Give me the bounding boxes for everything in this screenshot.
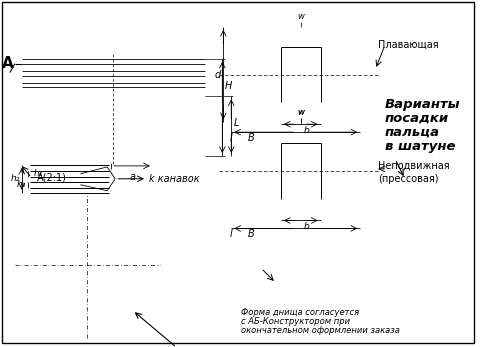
Text: A(2:1): A(2:1) [37,173,67,183]
Circle shape [93,106,133,146]
Bar [62,171,80,177]
Bar [22,83,32,87]
Bar [246,293,253,297]
Text: l: l [229,133,232,143]
Circle shape [23,201,152,330]
Text: Плавающая: Плавающая [378,40,439,50]
Bar [246,123,355,143]
Text: h₂: h₂ [11,174,20,183]
Text: L: L [233,118,239,128]
Bar [22,70,32,76]
Bar [231,27,246,122]
Bar [195,70,205,76]
Text: A: A [2,56,14,71]
Text: Форма днища согласуется: Форма днища согласуется [241,308,360,317]
Bar [195,59,205,64]
Text: w: w [297,12,304,21]
Bar [246,283,395,305]
Text: в шатуне: в шатуне [385,139,456,153]
Circle shape [285,59,317,91]
Text: w: w [297,108,304,117]
Bar [355,27,370,122]
Text: l: l [229,229,232,239]
Bar [285,59,317,91]
Text: b: b [304,126,310,135]
Text: B: B [248,133,255,143]
Bar [18,150,209,156]
Text: d: d [214,70,220,79]
Bar [355,123,370,219]
Bar [246,27,355,47]
Bar [320,102,355,122]
Bar [388,293,395,297]
Text: окончательном оформлении заказа: окончательном оформлении заказа [241,326,400,335]
Bar [285,155,317,187]
Bar [246,288,253,292]
Bar [62,182,80,188]
Bar [388,288,395,292]
Bar [30,104,72,148]
Circle shape [285,155,317,187]
Text: w: w [297,108,304,117]
Bar [22,59,32,64]
Text: a: a [130,172,136,182]
Bar [22,59,205,156]
Text: h₃: h₃ [16,180,26,189]
Text: H: H [224,81,232,91]
Text: посадки: посадки [385,112,449,125]
Bar [388,298,395,302]
Bar [231,123,246,219]
Bar [246,102,282,122]
Text: k канавок: k канавок [149,174,200,184]
Bar [246,283,395,305]
Bar [195,83,205,87]
Text: с АБ-Конструктором при: с АБ-Конструктором при [241,317,350,326]
Bar [246,198,355,219]
Text: Неподвижная: Неподвижная [378,161,450,171]
Text: B: B [248,229,255,239]
Text: h₁: h₁ [34,169,43,178]
Text: b: b [304,222,310,231]
Bar [246,298,253,302]
Text: (прессовая): (прессовая) [378,174,439,184]
Text: пальца: пальца [385,126,440,139]
Bar [156,104,197,148]
Text: Варианты: Варианты [385,98,461,111]
